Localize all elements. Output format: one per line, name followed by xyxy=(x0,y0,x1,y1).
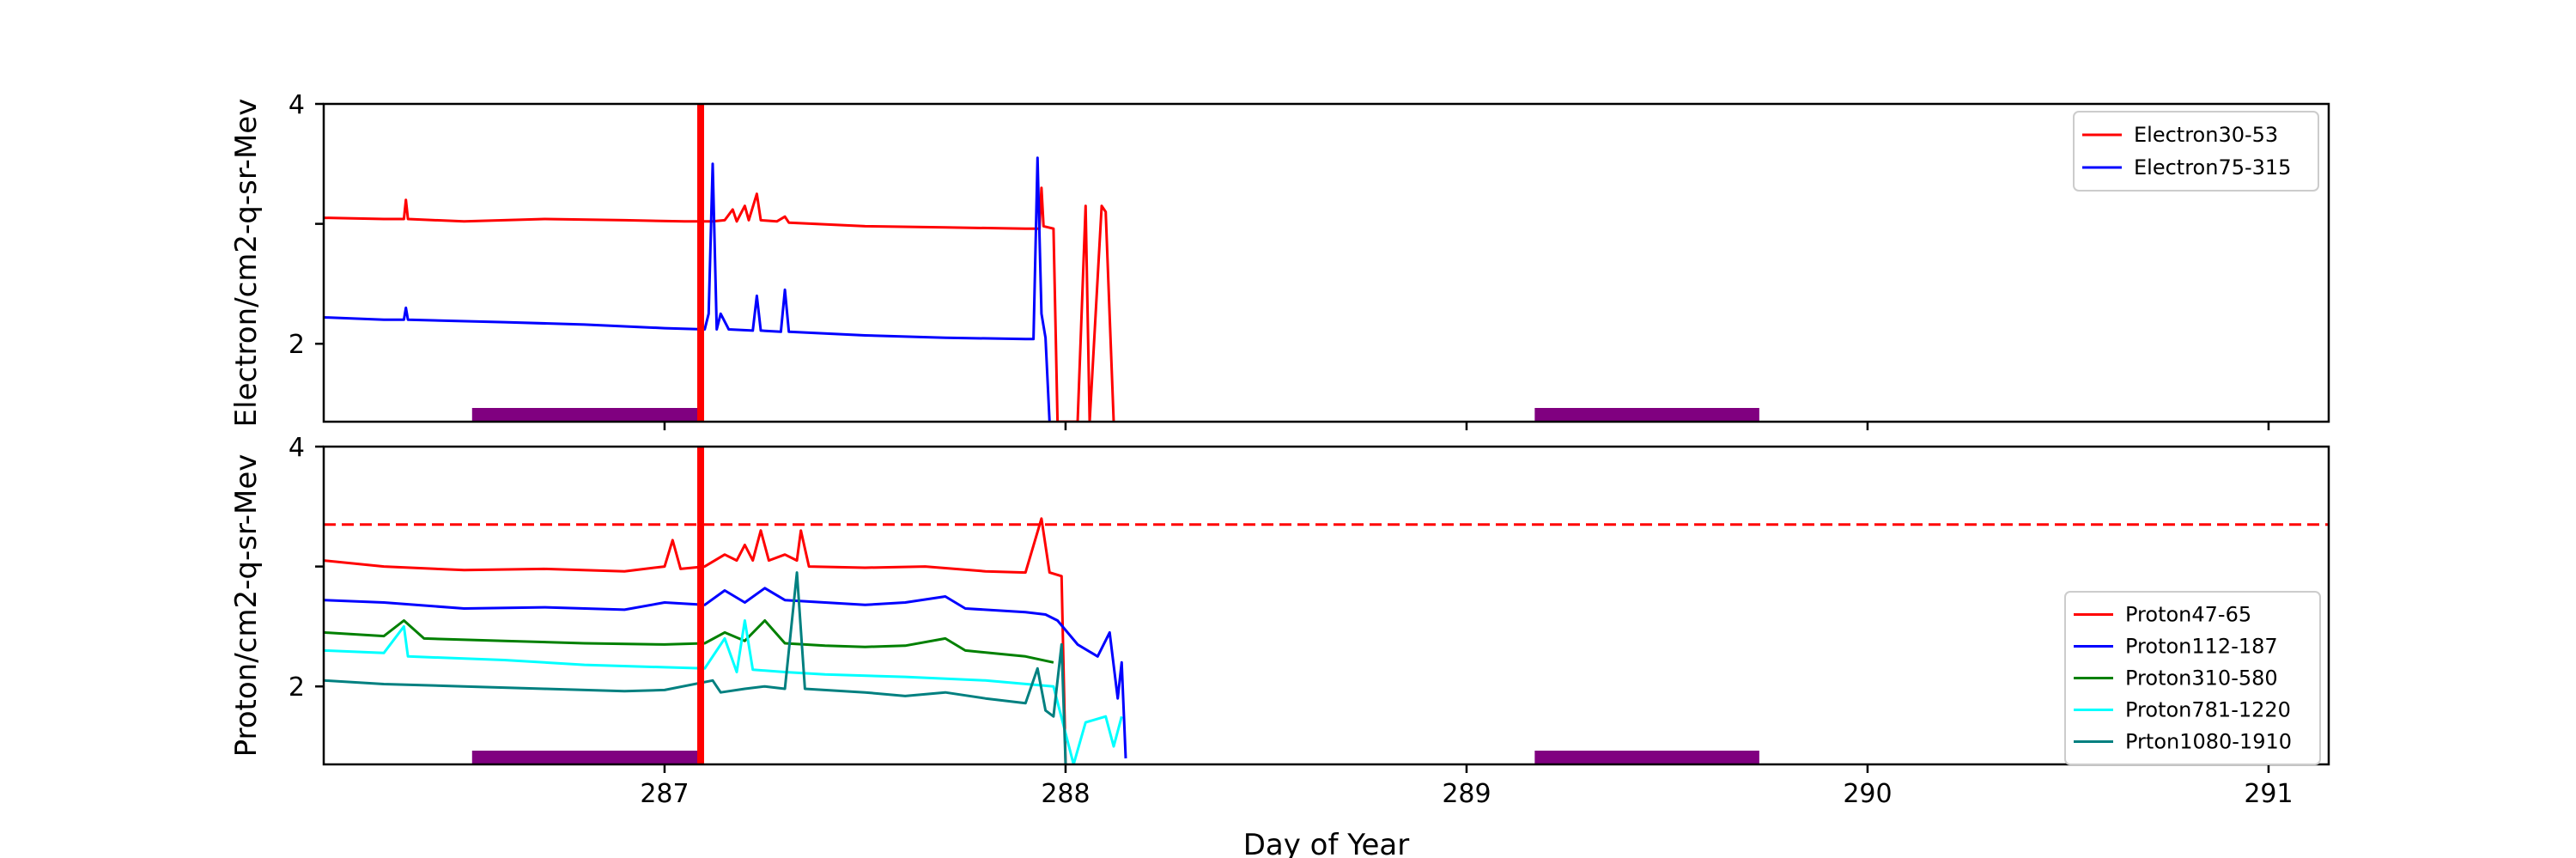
y-tick-label: 4 xyxy=(289,90,305,120)
x-axis-label: Day of Year xyxy=(1243,828,1410,858)
data-gap-bar xyxy=(1534,751,1759,764)
axes-frame xyxy=(322,445,2330,766)
series-line-proton112-187 xyxy=(324,587,1127,759)
legend: Electron30-53 Electron75-315 xyxy=(2073,111,2319,192)
series-line-proton310-580 xyxy=(324,619,1054,664)
legend-label-proton781-1220: Proton781-1220 xyxy=(2125,698,2291,722)
legend-label-proton310-580: Proton310-580 xyxy=(2125,666,2278,691)
legend-label-proton47-65: Proton47-65 xyxy=(2125,603,2251,627)
legend-label-electron75-315: Electron75-315 xyxy=(2134,155,2291,180)
x-tick-label: 289 xyxy=(1442,779,1491,809)
axes-frame xyxy=(322,102,2330,423)
series-line-proton781-1220 xyxy=(324,619,1123,764)
data-gap-bar xyxy=(471,408,701,422)
plot-area xyxy=(324,447,2329,764)
y-tick-label: 2 xyxy=(289,672,305,703)
y-axis-label: Proton/cm2-q-sr-Mev xyxy=(229,454,264,758)
y-tick-label: 2 xyxy=(289,330,305,360)
series-line-electron30-53 xyxy=(324,186,1115,422)
series-line-proton47-65 xyxy=(324,517,1067,764)
legend: Proton47-65 Proton112-187 Proton310-580 Pro… xyxy=(2064,591,2321,765)
legend-label-prton1080-1910: Prton1080-1910 xyxy=(2125,730,2292,754)
y-axis-label: Electron/cm2-q-sr-Mev xyxy=(229,99,264,428)
data-gap-bar xyxy=(1534,408,1759,422)
x-tick-label: 287 xyxy=(640,779,689,809)
y-tick-label: 4 xyxy=(289,433,305,463)
legend-box xyxy=(2073,111,2319,192)
x-tick-label: 290 xyxy=(1843,779,1892,809)
series-line-electron75-315 xyxy=(324,156,1051,422)
legend-label-proton112-187: Proton112-187 xyxy=(2125,635,2278,659)
proton-panel: 287 288 289 290 291 2 4 Proton/cm2-q-sr-Mev Day … xyxy=(229,433,2330,858)
legend-label-electron30-53: Electron30-53 xyxy=(2134,123,2278,147)
series-line-prton1080-1910 xyxy=(324,571,1067,764)
plot-area xyxy=(324,104,1759,422)
x-tick-label: 288 xyxy=(1041,779,1090,809)
x-tick-label: 291 xyxy=(2244,779,2293,809)
data-gap-bar xyxy=(471,751,701,764)
legend-box xyxy=(2064,591,2321,765)
